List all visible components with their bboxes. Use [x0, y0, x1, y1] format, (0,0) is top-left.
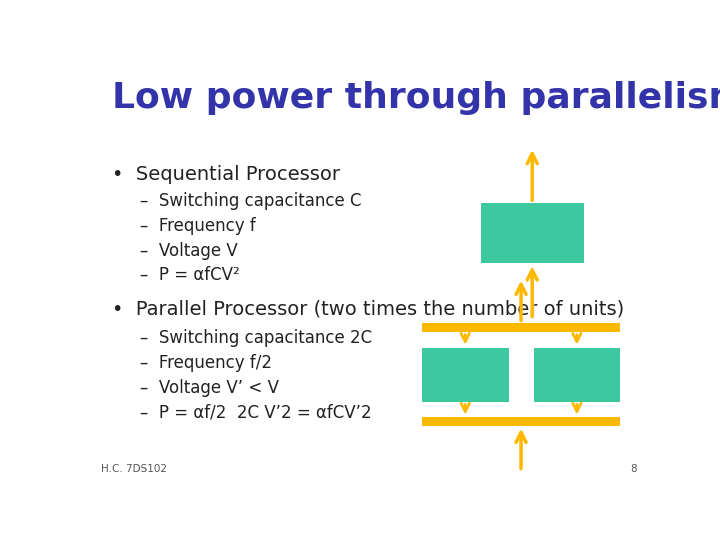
Text: 8: 8	[630, 464, 637, 474]
Text: H.C. 7DS102: H.C. 7DS102	[101, 464, 167, 474]
Bar	[481, 203, 584, 264]
Text: –  P = αf/2  2C V’2 = αfCV’2: – P = αf/2 2C V’2 = αfCV’2	[140, 404, 372, 422]
Bar	[422, 323, 620, 332]
Bar	[422, 348, 508, 402]
Text: •  Parallel Processor (two times the number of units): • Parallel Processor (two times the numb…	[112, 300, 624, 319]
Text: –  Voltage V: – Voltage V	[140, 241, 238, 260]
Text: –  Switching capacitance 2C: – Switching capacitance 2C	[140, 329, 372, 347]
Bar	[534, 348, 620, 402]
Text: •  Sequential Processor: • Sequential Processor	[112, 165, 341, 184]
Text: Low power through parallelism: Low power through parallelism	[112, 82, 720, 116]
Text: –  Frequency f/2: – Frequency f/2	[140, 354, 272, 372]
Text: –  Voltage V’ < V: – Voltage V’ < V	[140, 379, 279, 397]
Text: –  P = αfCV²: – P = αfCV²	[140, 266, 240, 285]
Text: –  Switching capacitance C: – Switching capacitance C	[140, 192, 361, 210]
Bar	[422, 417, 620, 426]
Text: –  Frequency f: – Frequency f	[140, 217, 256, 234]
